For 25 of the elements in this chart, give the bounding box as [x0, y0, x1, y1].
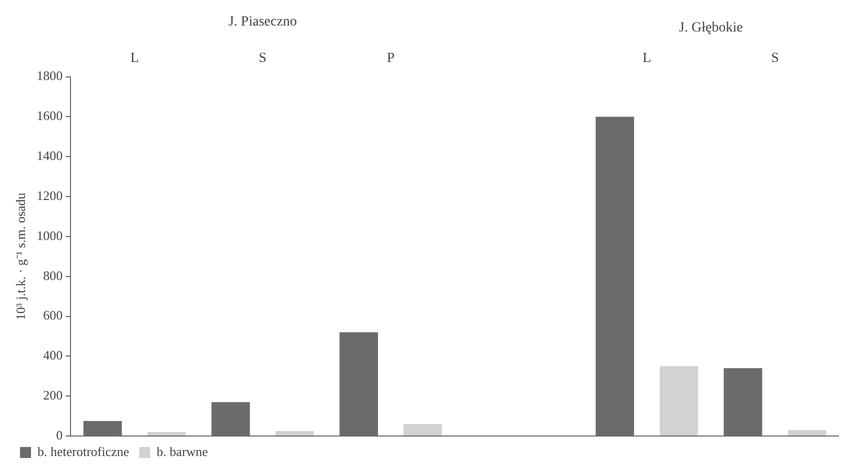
y-tick-label: 1200 — [36, 188, 63, 203]
y-tick-label: 1400 — [36, 148, 63, 164]
x-tick-label: S — [771, 51, 779, 66]
y-tick-label: 400 — [43, 348, 63, 363]
y-axis-title: 10³ j.t.k. · g⁻¹ s.m. osadu — [13, 192, 28, 320]
x-tick-label: L — [130, 51, 139, 66]
y-tick-label: 1000 — [36, 228, 63, 243]
bar — [404, 424, 442, 436]
y-tick-label: 800 — [43, 268, 63, 283]
y-tick-label: 200 — [43, 388, 63, 403]
text: J. Głębokie — [679, 20, 743, 36]
legend-label: b. barwne — [156, 444, 208, 459]
y-tick-label: 0 — [56, 427, 63, 442]
x-tick-label: S — [258, 51, 267, 66]
text: J. Piaseczno — [228, 14, 297, 30]
y-tick-label: 1600 — [36, 108, 63, 124]
bar — [147, 432, 186, 436]
x-tick-label: L — [642, 51, 652, 66]
y-tick-label: 1800 — [36, 68, 63, 84]
y-tick-label: 600 — [43, 308, 63, 323]
x-tick-label: P — [386, 51, 395, 66]
bar — [788, 430, 826, 436]
bar — [276, 431, 314, 436]
bar — [660, 366, 698, 436]
legend-label: b. heterotroficzne — [38, 444, 130, 459]
